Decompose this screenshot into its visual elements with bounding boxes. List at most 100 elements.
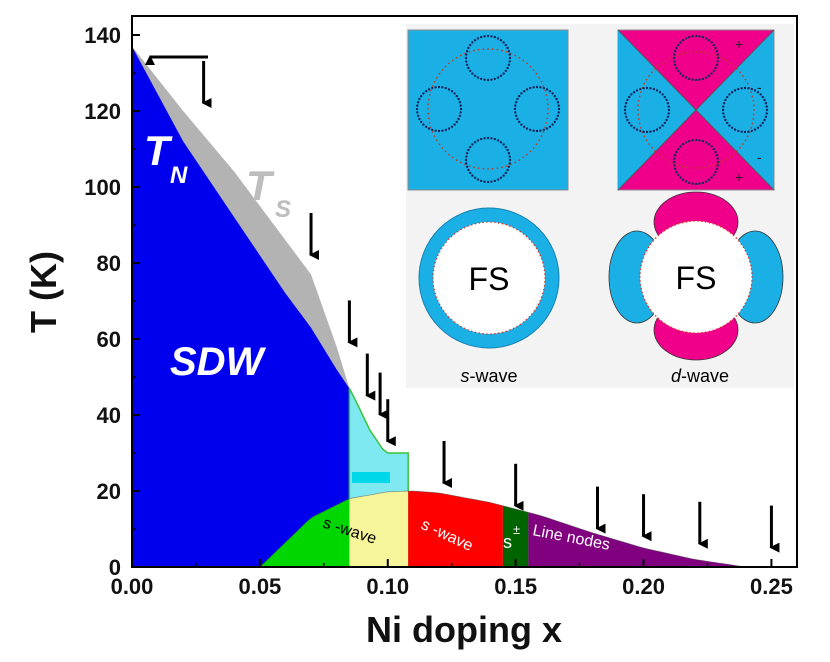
s-wave-pocket <box>542 86 545 90</box>
fs-label-d: FS <box>676 260 717 296</box>
d-wave-pocket <box>694 138 698 142</box>
d-wave-pocket <box>704 180 708 183</box>
s-wave-fs-outline <box>544 273 546 275</box>
d-wave-fs-outline <box>644 299 646 301</box>
s-wave-pocket <box>483 137 486 140</box>
d-wave-fermi-circle <box>742 143 744 146</box>
d-wave-fermi-circle <box>739 71 741 74</box>
d-wave-fs-outline <box>654 237 657 239</box>
d-wave-fs-outline <box>674 224 676 226</box>
s-wave-pocket <box>499 176 503 179</box>
d-wave-pocket <box>688 181 691 185</box>
s-wave-pocket <box>471 41 474 44</box>
d-wave-fs-outline <box>744 302 747 305</box>
d-wave-fs-outline <box>732 317 735 320</box>
y-tick-label: 20 <box>97 479 121 504</box>
s-wave-pocket <box>539 86 542 89</box>
s-wave-fermi-circle <box>545 94 548 96</box>
s-wave-fs-outline <box>494 221 496 224</box>
d-wave-fermi-circle <box>664 158 667 161</box>
s-wave-fs-outline <box>456 230 459 233</box>
s-wave-fs-outline <box>535 247 538 250</box>
d-wave-fs-outline <box>667 324 669 327</box>
s-wave-fs-outline <box>460 325 462 328</box>
d-wave-pocket <box>764 102 768 105</box>
s-wave-fermi-circle <box>532 147 535 149</box>
d-wave-pocket <box>698 78 701 81</box>
s-wave-pocket <box>493 35 496 39</box>
d-wave-fermi-circle <box>752 104 755 107</box>
s-wave-pocket <box>486 78 490 82</box>
d-wave-pocket <box>715 63 719 66</box>
d-wave-fermi-circle <box>713 164 715 167</box>
d-wave-fs-outline <box>639 284 642 286</box>
s-wave-pocket <box>548 125 552 128</box>
s-wave-fs-outline <box>519 323 522 326</box>
d-wave-pocket <box>716 56 720 60</box>
s-wave-fermi-circle <box>546 98 549 101</box>
s-wave-pocket <box>496 76 500 79</box>
d-wave-pocket <box>673 53 676 56</box>
d-wave-fs-outline <box>670 326 673 329</box>
s-wave-fs-outline <box>474 222 477 225</box>
d-wave-fs-outline <box>639 276 641 278</box>
d-wave-pocket <box>684 141 688 144</box>
s-wave-pocket <box>490 78 493 81</box>
d-wave-pocket <box>688 139 691 143</box>
d-wave-pocket <box>712 43 715 47</box>
s-wave-pocket <box>514 101 518 104</box>
tn-subscript: N <box>170 162 188 189</box>
s-wave-fs-outline <box>544 277 546 279</box>
s-wave-pocket <box>420 120 423 124</box>
d-wave-caption-letter: d <box>671 366 682 386</box>
s-wave-pocket <box>508 53 511 56</box>
fs-label-s: FS <box>469 261 510 297</box>
d-wave-pocket <box>753 128 757 131</box>
d-wave-fs-outline <box>749 291 751 294</box>
d-wave-fermi-circle <box>721 160 724 163</box>
d-wave-fermi-circle <box>750 127 753 129</box>
s-wave-fermi-circle <box>487 48 489 50</box>
spm-sup: ± <box>513 522 520 537</box>
d-wave-pocket <box>722 105 725 108</box>
d-wave-fermi-circle <box>725 59 728 62</box>
s-wave-fs-outline <box>432 277 434 279</box>
s-wave-pocket <box>480 137 483 141</box>
s-wave-fs-outline <box>501 331 504 334</box>
d-wave-pocket <box>623 108 627 112</box>
s-wave-pocket <box>420 94 423 98</box>
d-wave-pocket <box>642 130 645 133</box>
s-wave-pocket <box>496 139 500 142</box>
sc-green-band <box>259 498 350 567</box>
x-tick-label: 0.25 <box>750 574 793 599</box>
s-wave-fermi-circle <box>491 48 494 51</box>
s-wave-fs-outline <box>543 288 545 291</box>
d-wave-fs-outline <box>729 232 732 234</box>
d-wave-pocket <box>730 126 734 129</box>
d-wave-fs-outline <box>701 220 703 223</box>
d-wave-pocket <box>756 126 760 129</box>
d-wave-pocket <box>688 35 691 39</box>
s-wave-pocket <box>506 46 509 50</box>
s-wave-fermi-circle <box>430 126 432 129</box>
x-tick-label: 0.00 <box>111 574 154 599</box>
d-wave-fs-outline <box>744 249 747 252</box>
d-wave-pocket <box>701 181 704 185</box>
s-wave-pocket <box>490 137 493 140</box>
s-wave-pocket <box>416 111 419 114</box>
s-wave-fs-outline <box>432 273 434 275</box>
y-tick-label: 80 <box>97 251 121 276</box>
s-wave-pocket <box>471 72 474 75</box>
d-wave-pocket <box>649 130 652 133</box>
d-wave-fs-outline <box>726 229 729 232</box>
s-wave-pocket <box>539 129 542 132</box>
d-wave-pocket <box>672 160 676 164</box>
d-wave-pocket <box>716 157 719 160</box>
s-wave-fermi-circle <box>501 166 503 169</box>
y-tick-label: 0 <box>109 555 121 580</box>
d-wave-pocket <box>712 147 715 151</box>
s-wave-fermi-circle <box>542 131 545 133</box>
s-wave-fs-outline <box>542 261 544 264</box>
d-wave-pocket <box>716 164 719 167</box>
d-wave-fermi-circle <box>681 52 684 55</box>
